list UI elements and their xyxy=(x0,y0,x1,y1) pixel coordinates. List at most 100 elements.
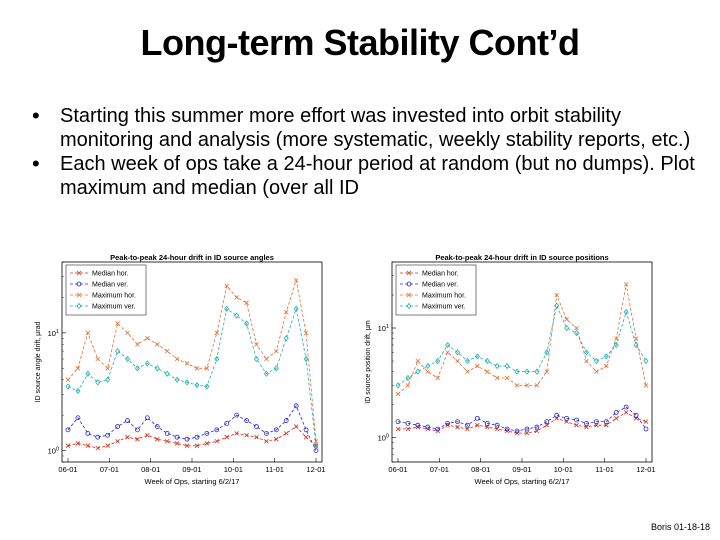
data-point xyxy=(504,375,510,381)
marker-stroke xyxy=(303,330,309,336)
data-point xyxy=(95,379,101,386)
marker-stroke xyxy=(105,443,110,449)
data-point xyxy=(154,424,160,429)
data-point xyxy=(164,430,170,436)
marker-stroke xyxy=(494,426,500,432)
data-point xyxy=(405,420,411,426)
data-point xyxy=(494,426,500,432)
series-line xyxy=(67,426,317,449)
data-point xyxy=(184,443,190,449)
x-tick-label: 12-01 xyxy=(636,465,655,474)
data-point xyxy=(524,383,530,388)
data-point xyxy=(623,282,629,287)
data-point xyxy=(405,374,411,382)
data-point xyxy=(154,436,160,442)
data-point xyxy=(465,422,470,428)
data-point xyxy=(293,403,299,409)
data-point xyxy=(435,375,440,381)
data-point xyxy=(504,362,510,370)
data-point xyxy=(584,424,589,430)
data-point xyxy=(633,341,639,349)
marker-stroke xyxy=(283,431,289,436)
data-point xyxy=(395,382,401,389)
marker-stroke xyxy=(544,422,550,428)
marker-stroke xyxy=(65,377,71,383)
data-point xyxy=(643,383,649,388)
marker-stroke xyxy=(613,336,619,341)
marker-stroke xyxy=(494,375,500,381)
legend-label: Maximum ver. xyxy=(92,304,136,311)
data-point xyxy=(594,369,599,374)
data-point xyxy=(544,419,550,425)
marker-stroke xyxy=(564,317,569,322)
data-point xyxy=(75,366,81,371)
data-point xyxy=(214,355,220,363)
data-point xyxy=(303,330,309,336)
data-point xyxy=(564,415,570,421)
data-point xyxy=(435,426,441,432)
data-point xyxy=(544,422,550,428)
data-point xyxy=(115,424,120,429)
legend-marker xyxy=(76,302,82,310)
data-point xyxy=(484,420,490,426)
data-point xyxy=(293,277,299,283)
x-tick-label: 06-01 xyxy=(388,465,407,474)
marker-stroke xyxy=(293,277,299,283)
data-point xyxy=(594,422,599,428)
data-point xyxy=(254,341,259,347)
data-point xyxy=(494,362,500,370)
data-point xyxy=(154,341,160,347)
data-point xyxy=(613,410,619,415)
data-point xyxy=(224,434,230,440)
data-point xyxy=(623,410,629,415)
legend-label: Maximum hor. xyxy=(422,293,466,300)
data-point xyxy=(273,427,279,433)
x-tick-label: 06-01 xyxy=(58,465,77,474)
data-point xyxy=(514,368,520,375)
data-point xyxy=(395,419,401,425)
legend-label: Maximum ver. xyxy=(422,304,466,311)
legend-label: Median ver. xyxy=(422,282,458,289)
data-point xyxy=(95,356,101,362)
data-point xyxy=(544,349,550,356)
data-point xyxy=(604,422,609,428)
series-line xyxy=(397,304,647,386)
data-point xyxy=(244,418,249,423)
data-point xyxy=(135,427,140,433)
data-point xyxy=(274,348,279,354)
data-point xyxy=(204,441,210,446)
marker-stroke xyxy=(204,366,210,371)
data-point xyxy=(574,325,579,331)
marker-stroke xyxy=(293,424,299,429)
data-point xyxy=(135,436,140,442)
legend-marker xyxy=(406,281,412,287)
marker-stroke xyxy=(574,325,579,331)
data-point xyxy=(574,329,580,337)
marker-stroke xyxy=(584,424,589,430)
data-point xyxy=(264,356,269,362)
data-point xyxy=(643,419,649,424)
marker-stroke xyxy=(303,434,309,440)
data-point xyxy=(85,330,91,336)
data-point xyxy=(254,434,259,440)
series-line xyxy=(67,280,317,442)
data-point xyxy=(455,358,460,364)
marker-stroke xyxy=(465,369,470,374)
data-point xyxy=(415,368,421,375)
bullet-text: Starting this summer more effort was inv… xyxy=(60,105,691,151)
data-point xyxy=(465,369,470,374)
data-point xyxy=(293,305,299,312)
data-point xyxy=(643,426,649,432)
footer-author: Boris 01-18-18 xyxy=(650,522,710,532)
x-tick-label: 11-01 xyxy=(265,465,284,474)
data-point xyxy=(584,420,589,426)
marker-stroke xyxy=(214,438,220,444)
marker-stroke xyxy=(623,282,629,287)
marker-stroke xyxy=(415,358,421,364)
marker-stroke xyxy=(234,295,239,300)
data-point xyxy=(75,387,81,395)
data-point xyxy=(534,368,540,375)
legend-label: Maximum hor. xyxy=(92,293,136,300)
series-line xyxy=(67,307,317,446)
data-point xyxy=(224,421,230,426)
